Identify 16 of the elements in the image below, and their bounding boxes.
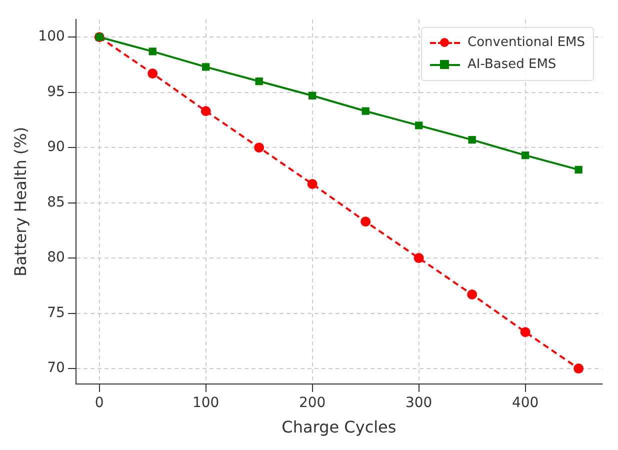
legend-label: AI-Based EMS — [468, 56, 556, 74]
x-tick-label: 400 — [512, 395, 539, 412]
y-tick-label: 80 — [47, 250, 65, 266]
x-tick-label: 200 — [298, 395, 326, 412]
x-tick-label: 100 — [192, 395, 220, 412]
y-tick-label: 100 — [38, 28, 65, 45]
y-tick-label: 90 — [47, 139, 65, 156]
y-tick-label: 95 — [47, 84, 65, 100]
x-tick-label: 0 — [94, 395, 104, 412]
y-tick-label: 85 — [47, 194, 65, 210]
y-tick-label: 75 — [47, 304, 65, 321]
y-axis-title: Battery Health (%) — [10, 126, 30, 277]
y-tick-label: 70 — [47, 360, 65, 376]
x-tick-label: 300 — [405, 395, 432, 412]
legend-label: Conventional EMS — [468, 34, 585, 52]
x-axis-title: Charge Cycles — [282, 418, 396, 437]
